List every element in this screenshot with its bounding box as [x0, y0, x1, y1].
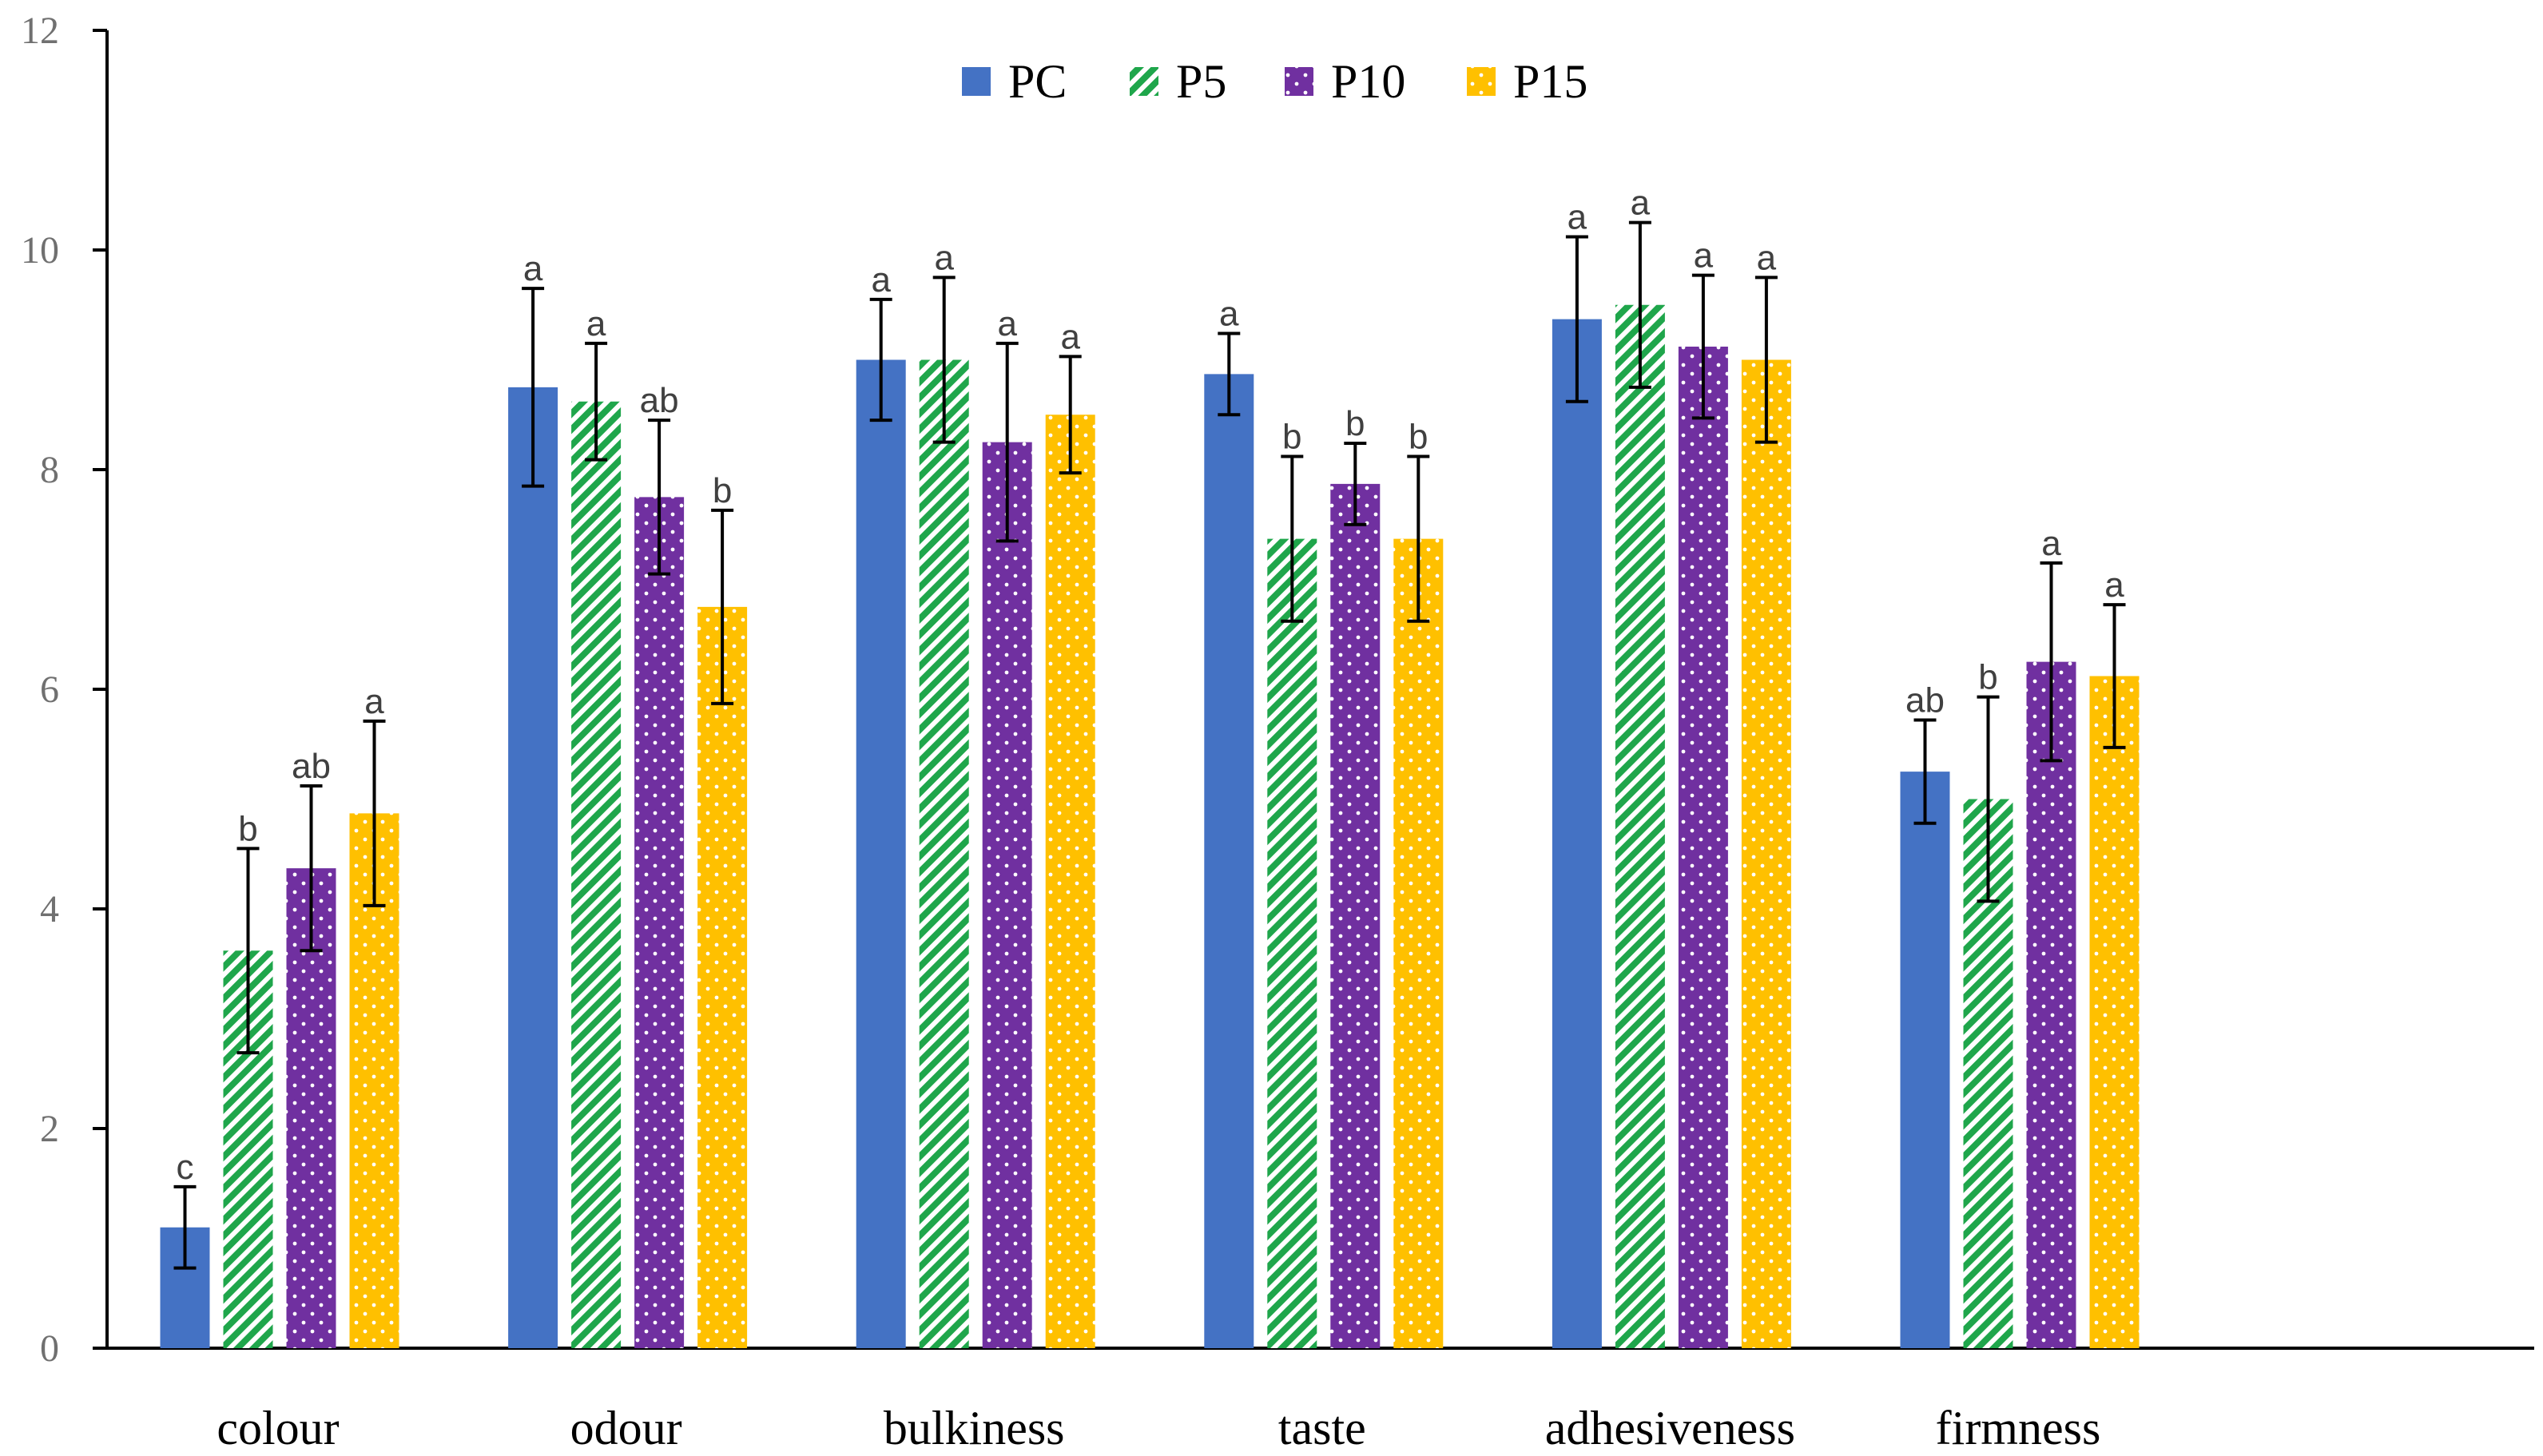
- x-tick-label: firmness: [1936, 1402, 2101, 1454]
- significance-label: a: [1568, 198, 1587, 237]
- x-axis: colour odour bulkiness taste adhesiveness fir…: [93, 1347, 2534, 1454]
- error-bars: [173, 220, 2126, 1270]
- bar-pc-taste: [1204, 374, 1254, 1348]
- bar-p15-odour: [697, 606, 748, 1348]
- significance-label: ab: [1905, 681, 1945, 720]
- significance-label: ab: [640, 381, 679, 420]
- bar-p10-odour: [634, 497, 685, 1348]
- bar-p10-taste: [1330, 483, 1381, 1348]
- legend-swatch-p15: [1467, 67, 1496, 96]
- legend-label-p15: P15: [1513, 55, 1587, 108]
- significance-label: a: [2104, 565, 2124, 605]
- bar-pc-bulkiness: [856, 359, 906, 1348]
- significance-label: a: [364, 682, 384, 721]
- significance-label: b: [1345, 404, 1365, 443]
- significance-label: a: [586, 304, 606, 343]
- significance-label: a: [1694, 236, 1714, 276]
- significance-label: a: [934, 238, 954, 277]
- y-tick-label: 8: [40, 449, 59, 491]
- significance-label: a: [1219, 295, 1239, 334]
- legend: PC P5 P10 P15: [962, 55, 1587, 108]
- significance-label: b: [1409, 418, 1428, 457]
- x-tick-label: odour: [570, 1402, 682, 1454]
- significance-label: b: [238, 809, 257, 848]
- bar-p10-firmness: [2026, 661, 2076, 1348]
- x-tick-label: bulkiness: [884, 1402, 1065, 1454]
- legend-swatch-p5: [1130, 67, 1158, 96]
- bar-p15-bulkiness: [1045, 415, 1095, 1348]
- significance-label: a: [1757, 238, 1777, 277]
- significance-label: a: [871, 260, 891, 300]
- legend-label-pc: PC: [1008, 55, 1067, 108]
- bar-p5-odour: [571, 401, 622, 1348]
- x-tick-label: colour: [217, 1402, 339, 1454]
- significance-label: ab: [292, 747, 331, 786]
- bar-pc-adhesiveness: [1552, 319, 1602, 1348]
- significance-label: a: [523, 249, 543, 288]
- x-tick-label: adhesiveness: [1545, 1402, 1795, 1454]
- significance-label: a: [2041, 524, 2061, 563]
- y-tick-label: 4: [40, 888, 59, 930]
- legend-label-p5: P5: [1176, 55, 1226, 108]
- legend-swatch-pc: [962, 67, 991, 96]
- y-tick-label: 10: [21, 229, 59, 272]
- significance-label: b: [1282, 418, 1301, 457]
- bar-p15-adhesiveness: [1741, 359, 1791, 1348]
- significance-label: a: [1631, 184, 1651, 223]
- bar-pc-odour: [508, 387, 558, 1348]
- y-tick-label: 0: [40, 1327, 59, 1370]
- y-tick-label: 6: [40, 668, 59, 711]
- bar-p15-firmness: [2089, 676, 2140, 1348]
- y-axis: 0 2 4 6 8 10 12: [21, 10, 109, 1370]
- legend-swatch-p10: [1285, 67, 1313, 96]
- significance-label: a: [1060, 317, 1080, 356]
- bars: [160, 304, 2140, 1348]
- bar-p5-taste: [1267, 538, 1317, 1348]
- significance-label: b: [1978, 658, 1997, 697]
- bar-p15-taste: [1393, 538, 1444, 1348]
- bar-p5-adhesiveness: [1615, 304, 1665, 1348]
- bar-p10-adhesiveness: [1678, 347, 1728, 1348]
- bar-pc-firmness: [1900, 772, 1950, 1348]
- significance-label: a: [997, 304, 1017, 343]
- significance-label: c: [177, 1148, 194, 1187]
- y-tick-label: 2: [40, 1108, 59, 1150]
- legend-label-p10: P10: [1331, 55, 1405, 108]
- bar-p10-bulkiness: [982, 442, 1032, 1348]
- y-tick-label: 12: [21, 10, 59, 52]
- bar-p5-bulkiness: [919, 359, 969, 1348]
- significance-label: b: [713, 471, 732, 510]
- x-tick-label: taste: [1278, 1402, 1366, 1454]
